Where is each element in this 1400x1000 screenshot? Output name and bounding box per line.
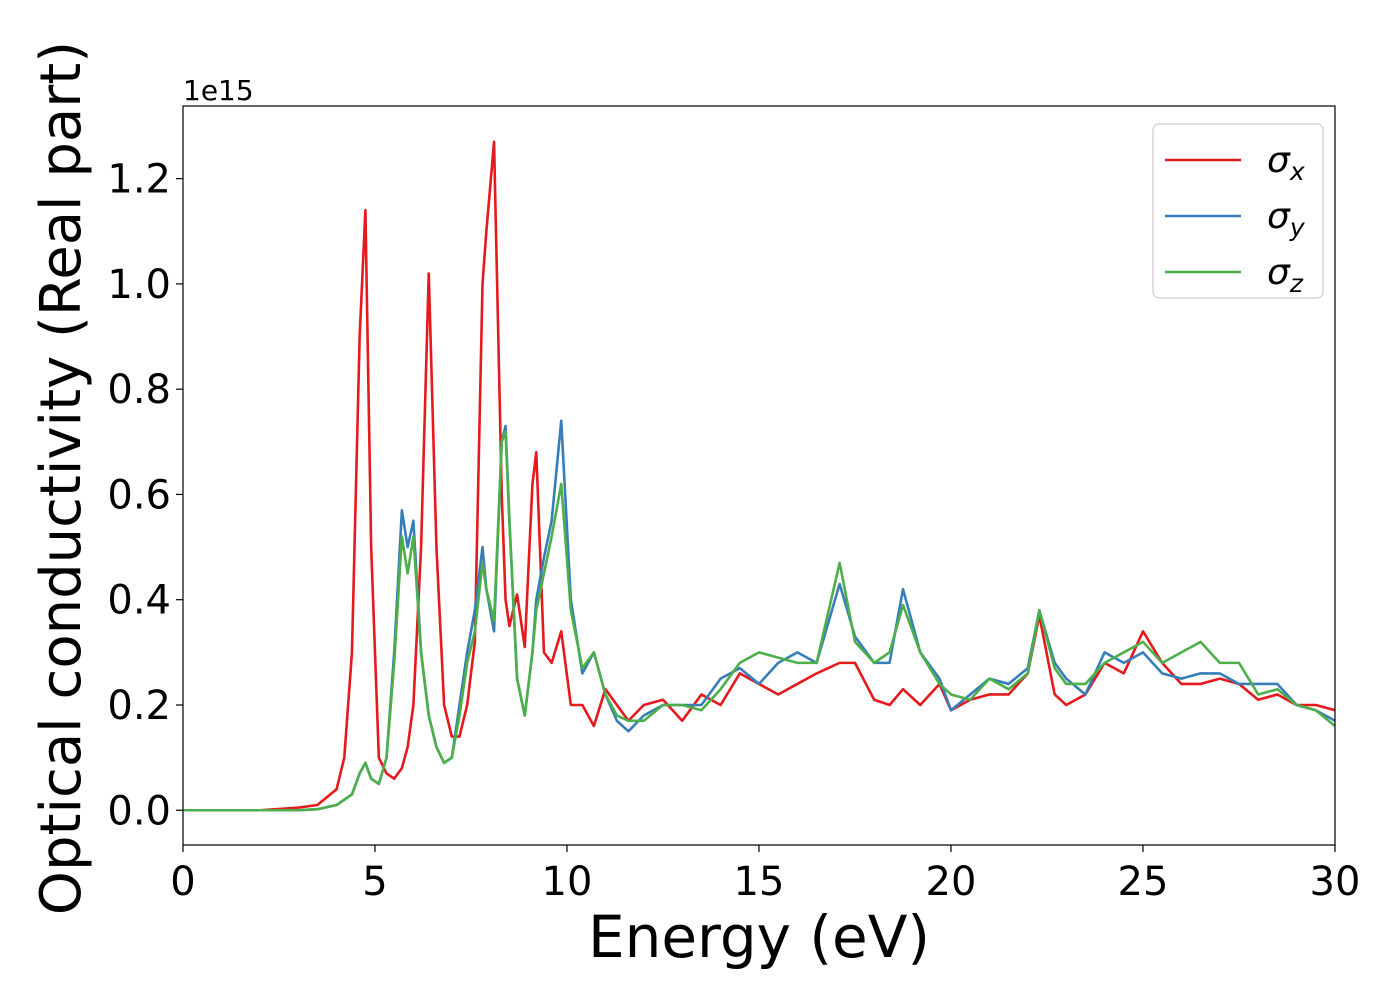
y-tick-label: 0.4 <box>107 578 171 624</box>
x-tick-label: 5 <box>362 859 387 905</box>
y-tick-label: 0.8 <box>107 367 171 413</box>
x-tick-label: 30 <box>1310 859 1361 905</box>
series-line <box>183 140 1335 812</box>
x-tick-label: 15 <box>734 859 785 905</box>
series-line <box>183 429 1335 812</box>
plot-frame <box>182 105 1336 846</box>
y-tick-label: 1.2 <box>107 157 171 203</box>
legend-label: σz <box>1267 252 1304 298</box>
y-tick-label: 0.2 <box>107 683 171 729</box>
x-tick-label: 25 <box>1118 859 1169 905</box>
y-tick-label: 0.0 <box>107 788 171 834</box>
y-axis-label: Optical conductivity (Real part) <box>29 41 94 915</box>
x-tick-label: 0 <box>170 859 195 905</box>
offset-label: 1e15 <box>183 74 254 107</box>
legend-label: σy <box>1267 196 1306 242</box>
y-tick-label: 0.6 <box>107 472 171 518</box>
x-axis-label: Energy (eV) <box>588 903 930 971</box>
x-tick-label: 20 <box>926 859 977 905</box>
legend-box <box>1152 123 1324 299</box>
legend-label: σx <box>1267 140 1305 186</box>
x-tick-label: 10 <box>542 859 593 905</box>
y-tick-label: 1.0 <box>107 262 171 308</box>
